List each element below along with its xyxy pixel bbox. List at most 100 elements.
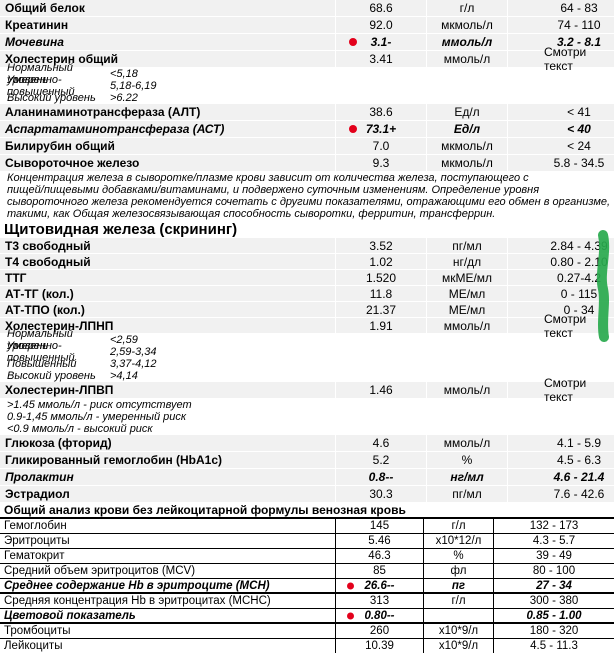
test-unit: % xyxy=(427,452,507,468)
test-unit: пг/мл xyxy=(427,238,507,253)
note-value: <5,18 xyxy=(110,68,138,80)
test-name: АТ-ТГ (кол.) xyxy=(0,286,335,301)
test-range: < 24 xyxy=(508,138,614,154)
reference-note: Нормальный уровень <5,18 xyxy=(0,62,614,86)
test-result: 145 xyxy=(335,519,423,533)
lab-row: ТТГ 1.520 мкМЕ/мл 0.27-4.2 xyxy=(0,270,614,285)
result-value: 7.0 xyxy=(372,139,390,153)
test-name: Среднее содержание Hb в эритроците (MCH) xyxy=(4,579,270,592)
test-name: Цветовой показатель xyxy=(4,609,136,622)
test-name: Холестерин-ЛПВП xyxy=(0,382,335,398)
test-result: 3.52 xyxy=(336,238,426,253)
test-unit: ммоль/л xyxy=(427,34,507,50)
test-unit: х10*9/л xyxy=(423,639,493,653)
test-name: Аспартатаминотрансфераза (АСТ) xyxy=(0,121,335,137)
note-value: 3,37-4,12 xyxy=(110,358,157,370)
test-range: 5.8 - 34.5 xyxy=(508,155,614,171)
reference-note: Высокий уровень >6.22 xyxy=(0,92,614,104)
test-result: 10.39 xyxy=(335,639,423,653)
lab-row: Холестерин-ЛПВП 1.46 ммоль/л Смотри текст xyxy=(0,376,614,404)
note-value: 2,59-3,34 xyxy=(110,346,157,358)
test-range: 64 - 83 xyxy=(508,0,614,16)
test-name: Т4 свободный xyxy=(0,254,335,269)
section-header: Общий анализ крови без лейкоцитарной фор… xyxy=(4,503,406,517)
note-line: <0.9 ммоль/л - высокий риск xyxy=(7,423,153,435)
abnormal-flag-icon xyxy=(347,612,354,619)
test-name: Холестерин общий xyxy=(0,51,335,67)
test-unit: г/л xyxy=(423,519,493,533)
test-result: 46.3 xyxy=(335,549,423,563)
test-unit: фл xyxy=(423,564,493,578)
result-value: 85 xyxy=(373,565,386,577)
test-unit: ммоль/л xyxy=(427,382,507,398)
result-value: 30.3 xyxy=(369,487,393,501)
test-name: Пролактин xyxy=(0,469,335,485)
test-range: 132 - 173 xyxy=(493,519,614,533)
table-row: Эритроциты 5.46 х10*12/л 4.3 - 5.7 xyxy=(0,534,614,549)
test-range: Смотри текст xyxy=(508,45,614,73)
result-value: 1.91 xyxy=(369,318,393,333)
table-row: Среднее содержание Hb в эритроците (MCH)… xyxy=(0,579,614,594)
cbc-table: Гемоглобин 145 г/л 132 - 173 Эритроциты 5.46 х… xyxy=(0,517,614,653)
lab-row: Холестерин общий 3.41 ммоль/л Смотри текст xyxy=(0,45,614,73)
test-name: Эстрадиол xyxy=(0,486,335,502)
test-unit: х10*12/л xyxy=(423,534,493,548)
reference-note: Умеренно-повышенный 2,59-3,34 xyxy=(0,340,614,364)
test-range: 0 - 115 xyxy=(508,286,614,301)
test-unit: Ед/л xyxy=(427,104,507,120)
lab-row: Глюкоза (фторид) 4.6 ммоль/л 4.1 - 5.9 xyxy=(0,435,614,451)
result-value: 5.2 xyxy=(372,453,390,467)
test-result: 260 xyxy=(335,624,423,638)
test-unit: г/л xyxy=(427,0,507,16)
test-unit: ммоль/л xyxy=(427,51,507,67)
test-name: Глюкоза (фторид) xyxy=(0,435,335,451)
test-result: 1.520 xyxy=(336,270,426,285)
test-result: 1.02 xyxy=(336,254,426,269)
test-result: 3.41 xyxy=(336,51,426,67)
test-result: 26.6-- xyxy=(335,579,423,592)
reference-note: Повышенный 3,37-4,12 xyxy=(0,358,614,370)
test-name: АТ-ТПО (кол.) xyxy=(0,302,335,317)
lab-row: Креатинин 92.0 мкмоль/л 74 - 110 xyxy=(0,17,614,33)
note-line: >1.45 ммоль/л - риск отсутствует xyxy=(7,399,192,411)
test-result: 85 xyxy=(335,564,423,578)
test-result: 0.8-- xyxy=(336,469,426,485)
test-result: 38.6 xyxy=(336,104,426,120)
test-result: 73.1+ xyxy=(336,121,426,137)
result-value: 10.39 xyxy=(365,640,394,652)
table-row: Тромбоциты 260 х10*9/л 180 - 320 xyxy=(0,624,614,639)
test-range: 3.2 - 8.1 xyxy=(508,34,614,50)
test-name: Общий белок xyxy=(0,0,335,16)
result-value: 1.02 xyxy=(369,254,393,269)
test-name: Гемоглобин xyxy=(4,520,67,532)
test-unit: ммоль/л xyxy=(427,318,507,333)
result-value: 145 xyxy=(369,520,390,532)
test-unit: мкМЕ/мл xyxy=(427,270,507,285)
note-label: Умеренно-повышенный xyxy=(7,340,75,364)
result-value: 313 xyxy=(369,595,390,607)
section-header: Щитовидная железа (скрининг) xyxy=(4,221,238,238)
note-line: сывороточного железа рекомендуется сочет… xyxy=(7,196,611,208)
test-unit xyxy=(423,609,493,622)
test-name: Тромбоциты xyxy=(4,625,71,637)
result-value: 4.6 xyxy=(372,436,390,450)
test-name: Сывороточное железо xyxy=(0,155,335,171)
note-label: Повышенный xyxy=(7,358,77,370)
note-value: >4,14 xyxy=(110,370,138,382)
lab-row: Аланинаминотрансфераза (АЛТ) 38.6 Ед/л < 41 xyxy=(0,104,614,120)
result-value: 3.52 xyxy=(369,238,393,253)
test-result: 5.2 xyxy=(336,452,426,468)
abnormal-flag-icon xyxy=(349,38,357,46)
lab-row: Аспартатаминотрансфераза (АСТ) 73.1+ Ед/л <… xyxy=(0,121,614,137)
test-name: Т3 свободный xyxy=(0,238,335,253)
lab-row: АТ-ТПО (кол.) 21.37 МЕ/мл 0 - 34 xyxy=(0,302,614,317)
table-row: Средний объем эритроцитов (MCV) 85 фл 80 - … xyxy=(0,564,614,579)
result-value: 0.80-- xyxy=(364,609,395,622)
note-line: пищей/пищевыми добавками/витаминами, и п… xyxy=(7,184,540,196)
test-result: 21.37 xyxy=(336,302,426,317)
test-result: 30.3 xyxy=(336,486,426,502)
test-range: 4.6 - 21.4 xyxy=(508,469,614,485)
lab-row: Т4 свободный 1.02 нг/дл 0.80 - 2.10 xyxy=(0,254,614,269)
result-value: 68.6 xyxy=(369,1,393,15)
